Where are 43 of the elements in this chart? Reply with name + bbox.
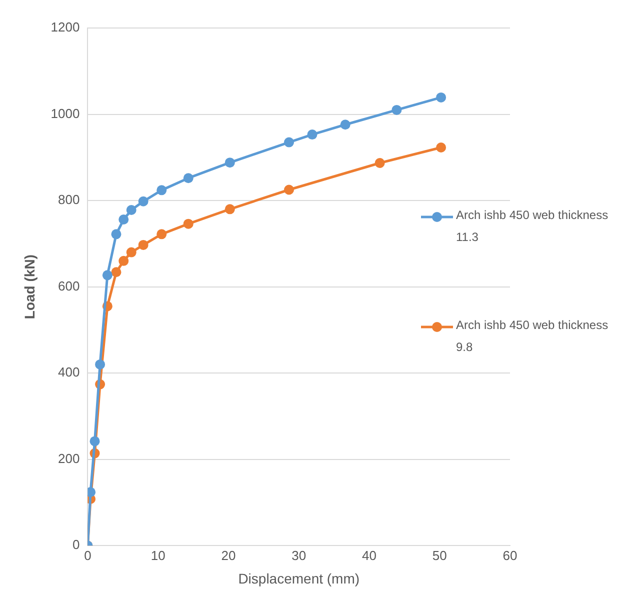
x-tick-label: 30 (292, 548, 306, 563)
point (111, 267, 122, 278)
x-axis-title: Displacement (mm) (238, 570, 360, 586)
y-axis-title: Load (kN) (21, 254, 38, 320)
point (156, 185, 167, 196)
point (156, 229, 167, 240)
point (118, 214, 129, 225)
point (284, 184, 294, 195)
point (126, 247, 136, 258)
y-tick-label: 600 (58, 278, 80, 294)
point (118, 256, 129, 266)
point (224, 158, 235, 168)
legend-label: Arch ishb 450 web thickness 11.3 (456, 207, 610, 246)
legend-label: Arch ishb 450 web thickness 9.8 (456, 317, 610, 356)
point (111, 229, 122, 240)
y-tick-label: 400 (58, 364, 80, 380)
x-tick-label: 60 (502, 548, 518, 563)
point (436, 92, 446, 102)
point (95, 359, 106, 370)
y-tick-label: 0 (72, 537, 80, 552)
point (392, 104, 402, 115)
point (183, 173, 194, 184)
y-tick-label: 200 (58, 450, 80, 466)
y-tick-label: 800 (58, 192, 80, 208)
point (138, 196, 148, 206)
x-tick-label: 20 (221, 548, 236, 563)
point (138, 240, 148, 250)
x-tick-label: 10 (150, 548, 166, 563)
y-tick-label: 1200 (50, 20, 80, 35)
point (183, 218, 194, 229)
point (126, 205, 136, 216)
point (224, 204, 235, 214)
point (436, 142, 446, 152)
x-tick-label: 40 (362, 548, 376, 563)
point (374, 158, 385, 168)
x-tick-label: 50 (432, 548, 447, 563)
point (307, 130, 318, 140)
point (340, 120, 350, 130)
point (102, 270, 112, 280)
x-tick-label: 0 (84, 548, 92, 563)
y-tick-label: 1000 (50, 106, 80, 121)
point (284, 137, 294, 148)
point (90, 436, 100, 446)
